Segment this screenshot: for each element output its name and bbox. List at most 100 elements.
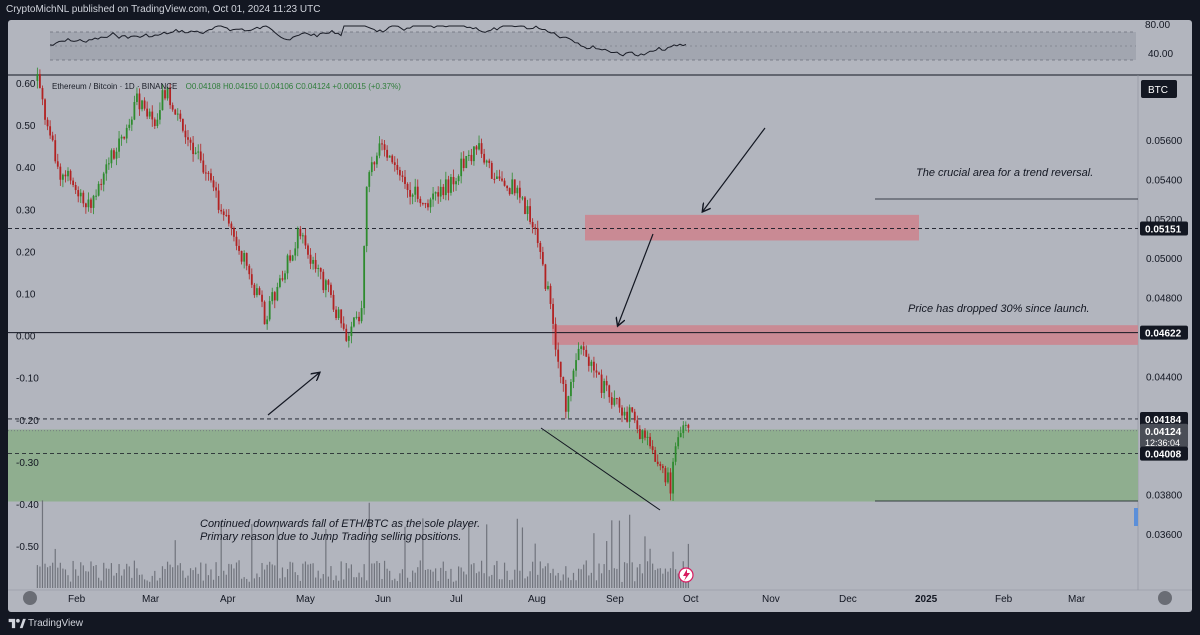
- volume-bar: [659, 568, 661, 588]
- settings-button[interactable]: [1158, 591, 1172, 605]
- volume-bar: [284, 577, 286, 588]
- candle-body: [455, 181, 457, 185]
- candle-body: [682, 425, 685, 434]
- volume-bar: [72, 560, 74, 588]
- volume-bar: [304, 561, 307, 588]
- volume-bar: [458, 566, 460, 588]
- candle-body: [636, 420, 639, 429]
- candle-body: [187, 137, 189, 140]
- volume-bar: [95, 565, 97, 588]
- right-tick-label: 0.05600: [1146, 136, 1183, 147]
- volume-bar: [49, 565, 51, 588]
- chart-canvas[interactable]: 80.00 40.00 The crucial ar: [8, 20, 1192, 612]
- candle-body: [368, 172, 371, 187]
- currency-badge[interactable]: BTC: [1148, 85, 1168, 96]
- candle-body: [314, 259, 317, 269]
- left-tick-label: 0.60: [16, 79, 36, 90]
- candle-body: [347, 336, 350, 341]
- candle-body: [539, 243, 542, 252]
- event-icon[interactable]: [678, 567, 694, 583]
- candle-body: [521, 197, 524, 199]
- left-tick-label: -0.30: [16, 458, 39, 469]
- volume-bar: [110, 563, 113, 588]
- candle-body: [312, 259, 314, 264]
- price-label-bg: [1140, 411, 1188, 426]
- volume-bar: [146, 580, 148, 588]
- candle-body: [276, 286, 279, 301]
- candle-body: [278, 278, 281, 287]
- volume-bar: [552, 568, 554, 588]
- volume-bar: [87, 571, 90, 588]
- candle-body: [432, 193, 434, 200]
- candle-body: [355, 316, 358, 318]
- candle-body: [615, 398, 618, 400]
- chart-frame[interactable]: 80.00 40.00 The crucial ar: [8, 20, 1192, 612]
- right-tick-label: 0.03600: [1146, 530, 1183, 541]
- tradingview-logo-icon: [8, 618, 26, 629]
- volume-bar: [519, 570, 521, 588]
- publisher-header: CryptoMichNL published on TradingView.co…: [0, 0, 1200, 20]
- time-tick-label: Aug: [528, 594, 546, 605]
- candle-body: [115, 151, 118, 159]
- volume-bar: [315, 577, 317, 588]
- rsi-pane: 80.00 40.00: [49, 20, 1173, 61]
- candle-body: [69, 170, 72, 181]
- volume-bar: [468, 522, 470, 588]
- volume-bar: [118, 564, 120, 588]
- volume-bar: [80, 562, 82, 588]
- candle-body: [79, 192, 82, 197]
- candle-body: [416, 186, 419, 199]
- left-scroll-button[interactable]: [23, 591, 37, 605]
- volume-bar: [177, 565, 179, 588]
- candle-body: [508, 188, 511, 195]
- candle-body: [123, 136, 126, 139]
- candle-body: [393, 162, 396, 166]
- candle-body: [386, 149, 389, 158]
- candle-body: [217, 190, 220, 210]
- volume-bar: [391, 580, 393, 588]
- candle-body: [585, 349, 588, 357]
- volume-bar: [529, 571, 531, 588]
- candle-body: [467, 154, 470, 156]
- axis-handle[interactable]: [1134, 508, 1138, 526]
- volume-bar: [598, 563, 600, 588]
- candle-body: [490, 163, 493, 179]
- volume-bar: [297, 575, 299, 588]
- time-tick-label: Jul: [450, 594, 463, 605]
- candle-body: [342, 323, 345, 329]
- candle-body: [439, 186, 442, 197]
- volume-bar: [606, 541, 608, 588]
- candle-body: [651, 446, 654, 451]
- volume-bar: [246, 578, 248, 588]
- volume-bar: [629, 514, 631, 588]
- candle-body: [258, 288, 261, 295]
- candle-body: [590, 361, 593, 366]
- volume-bar: [276, 526, 278, 588]
- candle-body: [161, 90, 164, 111]
- candle-body: [664, 468, 667, 483]
- candle-body: [181, 118, 184, 131]
- volume-bar: [636, 567, 638, 588]
- volume-bar: [544, 566, 547, 588]
- volume-bar: [192, 570, 194, 588]
- candle-body: [434, 192, 437, 194]
- volume-bar: [59, 562, 61, 588]
- volume-bar: [452, 581, 455, 588]
- volume-bar: [256, 573, 258, 588]
- candle-body: [192, 142, 194, 155]
- candle-body: [286, 255, 289, 274]
- volume-bar: [241, 578, 243, 588]
- volume-bar: [340, 561, 342, 588]
- candle-body: [128, 124, 131, 128]
- volume-bar: [460, 567, 462, 588]
- candle-body: [383, 144, 386, 150]
- candle-body: [669, 472, 672, 494]
- currency-badge-bg[interactable]: [1141, 80, 1177, 98]
- candle-body: [605, 381, 608, 386]
- volume-bar: [595, 580, 598, 588]
- volume-bar: [532, 561, 534, 588]
- price-label: 0.04008: [1145, 450, 1182, 461]
- left-axis: 0.60 0.50 0.40 0.30 0.20 0.10 0.00 -0.10 -0.20 -0…: [16, 79, 39, 553]
- left-tick-label: 0.40: [16, 163, 36, 174]
- candle-body: [327, 280, 330, 285]
